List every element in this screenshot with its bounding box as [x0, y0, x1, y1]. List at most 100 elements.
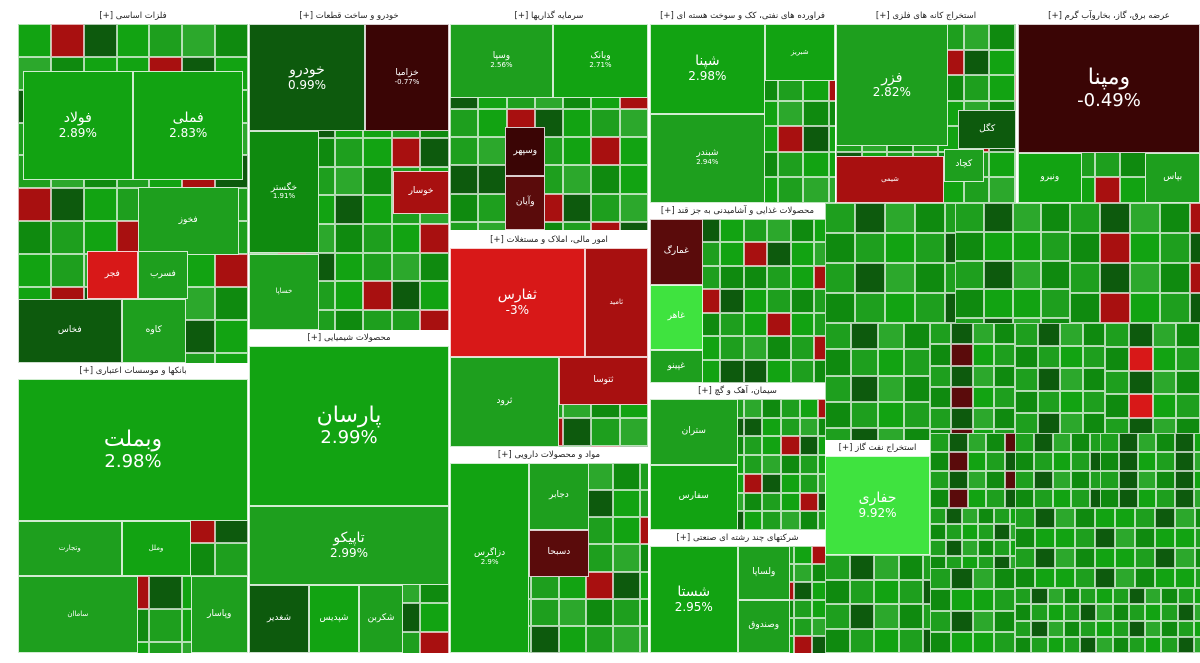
- minor-stock-tile[interactable]: [978, 556, 994, 568]
- minor-stock-tile[interactable]: [794, 564, 812, 582]
- minor-stock-tile[interactable]: [1033, 489, 1053, 508]
- stock-tile[interactable]: خودرو 0.99%: [249, 24, 365, 132]
- minor-stock-tile[interactable]: [1037, 390, 1060, 413]
- minor-stock-tile[interactable]: [877, 349, 904, 376]
- stock-tile[interactable]: دزاگرس 2.9%: [450, 463, 530, 653]
- minor-stock-tile[interactable]: [1100, 263, 1130, 293]
- stock-tile[interactable]: وصندوق: [737, 599, 790, 653]
- minor-stock-tile[interactable]: [1128, 636, 1145, 653]
- minor-stock-tile[interactable]: [955, 203, 984, 232]
- stock-tile[interactable]: کگل: [958, 109, 1016, 150]
- minor-stock-tile[interactable]: [951, 589, 973, 611]
- stock-tile[interactable]: شکربن: [359, 585, 403, 653]
- minor-stock-tile[interactable]: [993, 408, 1015, 430]
- minor-stock-tile[interactable]: [1145, 604, 1162, 621]
- minor-stock-tile[interactable]: [1115, 508, 1135, 528]
- minor-stock-tile[interactable]: [1175, 508, 1195, 528]
- minor-stock-tile[interactable]: [1130, 203, 1160, 233]
- minor-stock-tile[interactable]: [948, 489, 968, 508]
- minor-stock-tile[interactable]: [1118, 489, 1138, 508]
- minor-stock-tile[interactable]: [930, 589, 952, 611]
- minor-stock-tile[interactable]: [83, 24, 117, 57]
- minor-stock-tile[interactable]: [1080, 620, 1097, 637]
- minor-stock-tile[interactable]: [612, 490, 640, 518]
- minor-stock-tile[interactable]: [946, 540, 962, 556]
- minor-stock-tile[interactable]: [563, 137, 592, 166]
- stock-tile[interactable]: خزامیا -0.77%: [365, 24, 449, 132]
- minor-stock-tile[interactable]: [829, 151, 835, 178]
- minor-stock-tile[interactable]: [18, 254, 51, 287]
- minor-stock-tile[interactable]: [877, 375, 904, 402]
- minor-stock-tile[interactable]: [1156, 470, 1175, 490]
- minor-stock-tile[interactable]: [849, 579, 874, 604]
- minor-stock-tile[interactable]: [450, 108, 479, 138]
- minor-stock-tile[interactable]: [1115, 568, 1135, 588]
- minor-stock-tile[interactable]: [799, 417, 819, 437]
- minor-stock-tile[interactable]: [962, 540, 978, 556]
- minor-stock-tile[interactable]: [1135, 548, 1155, 568]
- minor-stock-tile[interactable]: [972, 365, 994, 387]
- minor-stock-tile[interactable]: [334, 166, 364, 196]
- minor-stock-tile[interactable]: [1128, 394, 1153, 418]
- minor-stock-tile[interactable]: [1128, 620, 1145, 637]
- minor-stock-tile[interactable]: [1094, 177, 1121, 203]
- minor-stock-tile[interactable]: [478, 193, 507, 222]
- minor-stock-tile[interactable]: [531, 625, 559, 653]
- minor-stock-tile[interactable]: [1095, 568, 1115, 588]
- minor-stock-tile[interactable]: [1130, 233, 1160, 263]
- minor-stock-tile[interactable]: [1152, 418, 1177, 433]
- minor-stock-tile[interactable]: [1010, 524, 1015, 540]
- minor-stock-tile[interactable]: [915, 263, 945, 293]
- minor-stock-tile[interactable]: [1190, 293, 1200, 323]
- minor-stock-tile[interactable]: [1105, 418, 1129, 433]
- stock-tile[interactable]: شپدیس: [309, 585, 359, 653]
- minor-stock-tile[interactable]: [1161, 620, 1178, 637]
- minor-stock-tile[interactable]: [1070, 203, 1100, 233]
- minor-stock-tile[interactable]: [1190, 263, 1200, 293]
- minor-stock-tile[interactable]: [1015, 588, 1032, 605]
- minor-stock-tile[interactable]: [450, 165, 479, 194]
- minor-stock-tile[interactable]: [1118, 451, 1138, 471]
- minor-stock-tile[interactable]: [1176, 346, 1200, 371]
- minor-stock-tile[interactable]: [1152, 323, 1177, 347]
- stock-tile[interactable]: ثرود: [450, 357, 559, 447]
- minor-stock-tile[interactable]: [558, 625, 586, 653]
- minor-stock-tile[interactable]: [855, 263, 885, 293]
- minor-stock-tile[interactable]: [994, 540, 1010, 556]
- minor-stock-tile[interactable]: [818, 399, 825, 418]
- minor-stock-tile[interactable]: [1130, 263, 1160, 293]
- minor-stock-tile[interactable]: [563, 417, 592, 446]
- minor-stock-tile[interactable]: [1052, 433, 1072, 452]
- minor-stock-tile[interactable]: [825, 401, 852, 428]
- minor-stock-tile[interactable]: [1195, 528, 1200, 548]
- minor-stock-tile[interactable]: [877, 323, 904, 350]
- minor-stock-tile[interactable]: [743, 473, 763, 493]
- minor-stock-tile[interactable]: [849, 555, 874, 580]
- minor-stock-tile[interactable]: [946, 556, 962, 568]
- minor-stock-tile[interactable]: [1070, 293, 1100, 323]
- minor-stock-tile[interactable]: [612, 463, 640, 491]
- minor-stock-tile[interactable]: [1063, 636, 1080, 653]
- minor-stock-tile[interactable]: [1155, 568, 1175, 588]
- minor-stock-tile[interactable]: [794, 600, 812, 618]
- minor-stock-tile[interactable]: [1193, 588, 1200, 605]
- minor-stock-tile[interactable]: [951, 344, 973, 366]
- stock-tile[interactable]: غاهر: [650, 284, 703, 351]
- minor-stock-tile[interactable]: [1060, 390, 1083, 413]
- minor-stock-tile[interactable]: [1071, 470, 1090, 490]
- minor-stock-tile[interactable]: [1175, 548, 1195, 568]
- minor-stock-tile[interactable]: [818, 473, 825, 493]
- minor-stock-tile[interactable]: [930, 433, 949, 452]
- minor-stock-tile[interactable]: [640, 625, 648, 653]
- minor-stock-tile[interactable]: [989, 49, 1015, 76]
- minor-stock-tile[interactable]: [334, 195, 364, 224]
- minor-stock-tile[interactable]: [945, 203, 955, 233]
- minor-stock-tile[interactable]: [1176, 418, 1200, 433]
- sector-header[interactable]: فراورده های نفتی، کک و سوخت هسته ای [+]: [650, 8, 835, 25]
- minor-stock-tile[interactable]: [803, 177, 829, 203]
- minor-stock-tile[interactable]: [818, 492, 825, 512]
- minor-stock-tile[interactable]: [585, 490, 613, 518]
- stock-tile[interactable]: وبملت 2.98%: [18, 379, 248, 522]
- minor-stock-tile[interactable]: [762, 492, 781, 512]
- minor-stock-tile[interactable]: [781, 436, 800, 456]
